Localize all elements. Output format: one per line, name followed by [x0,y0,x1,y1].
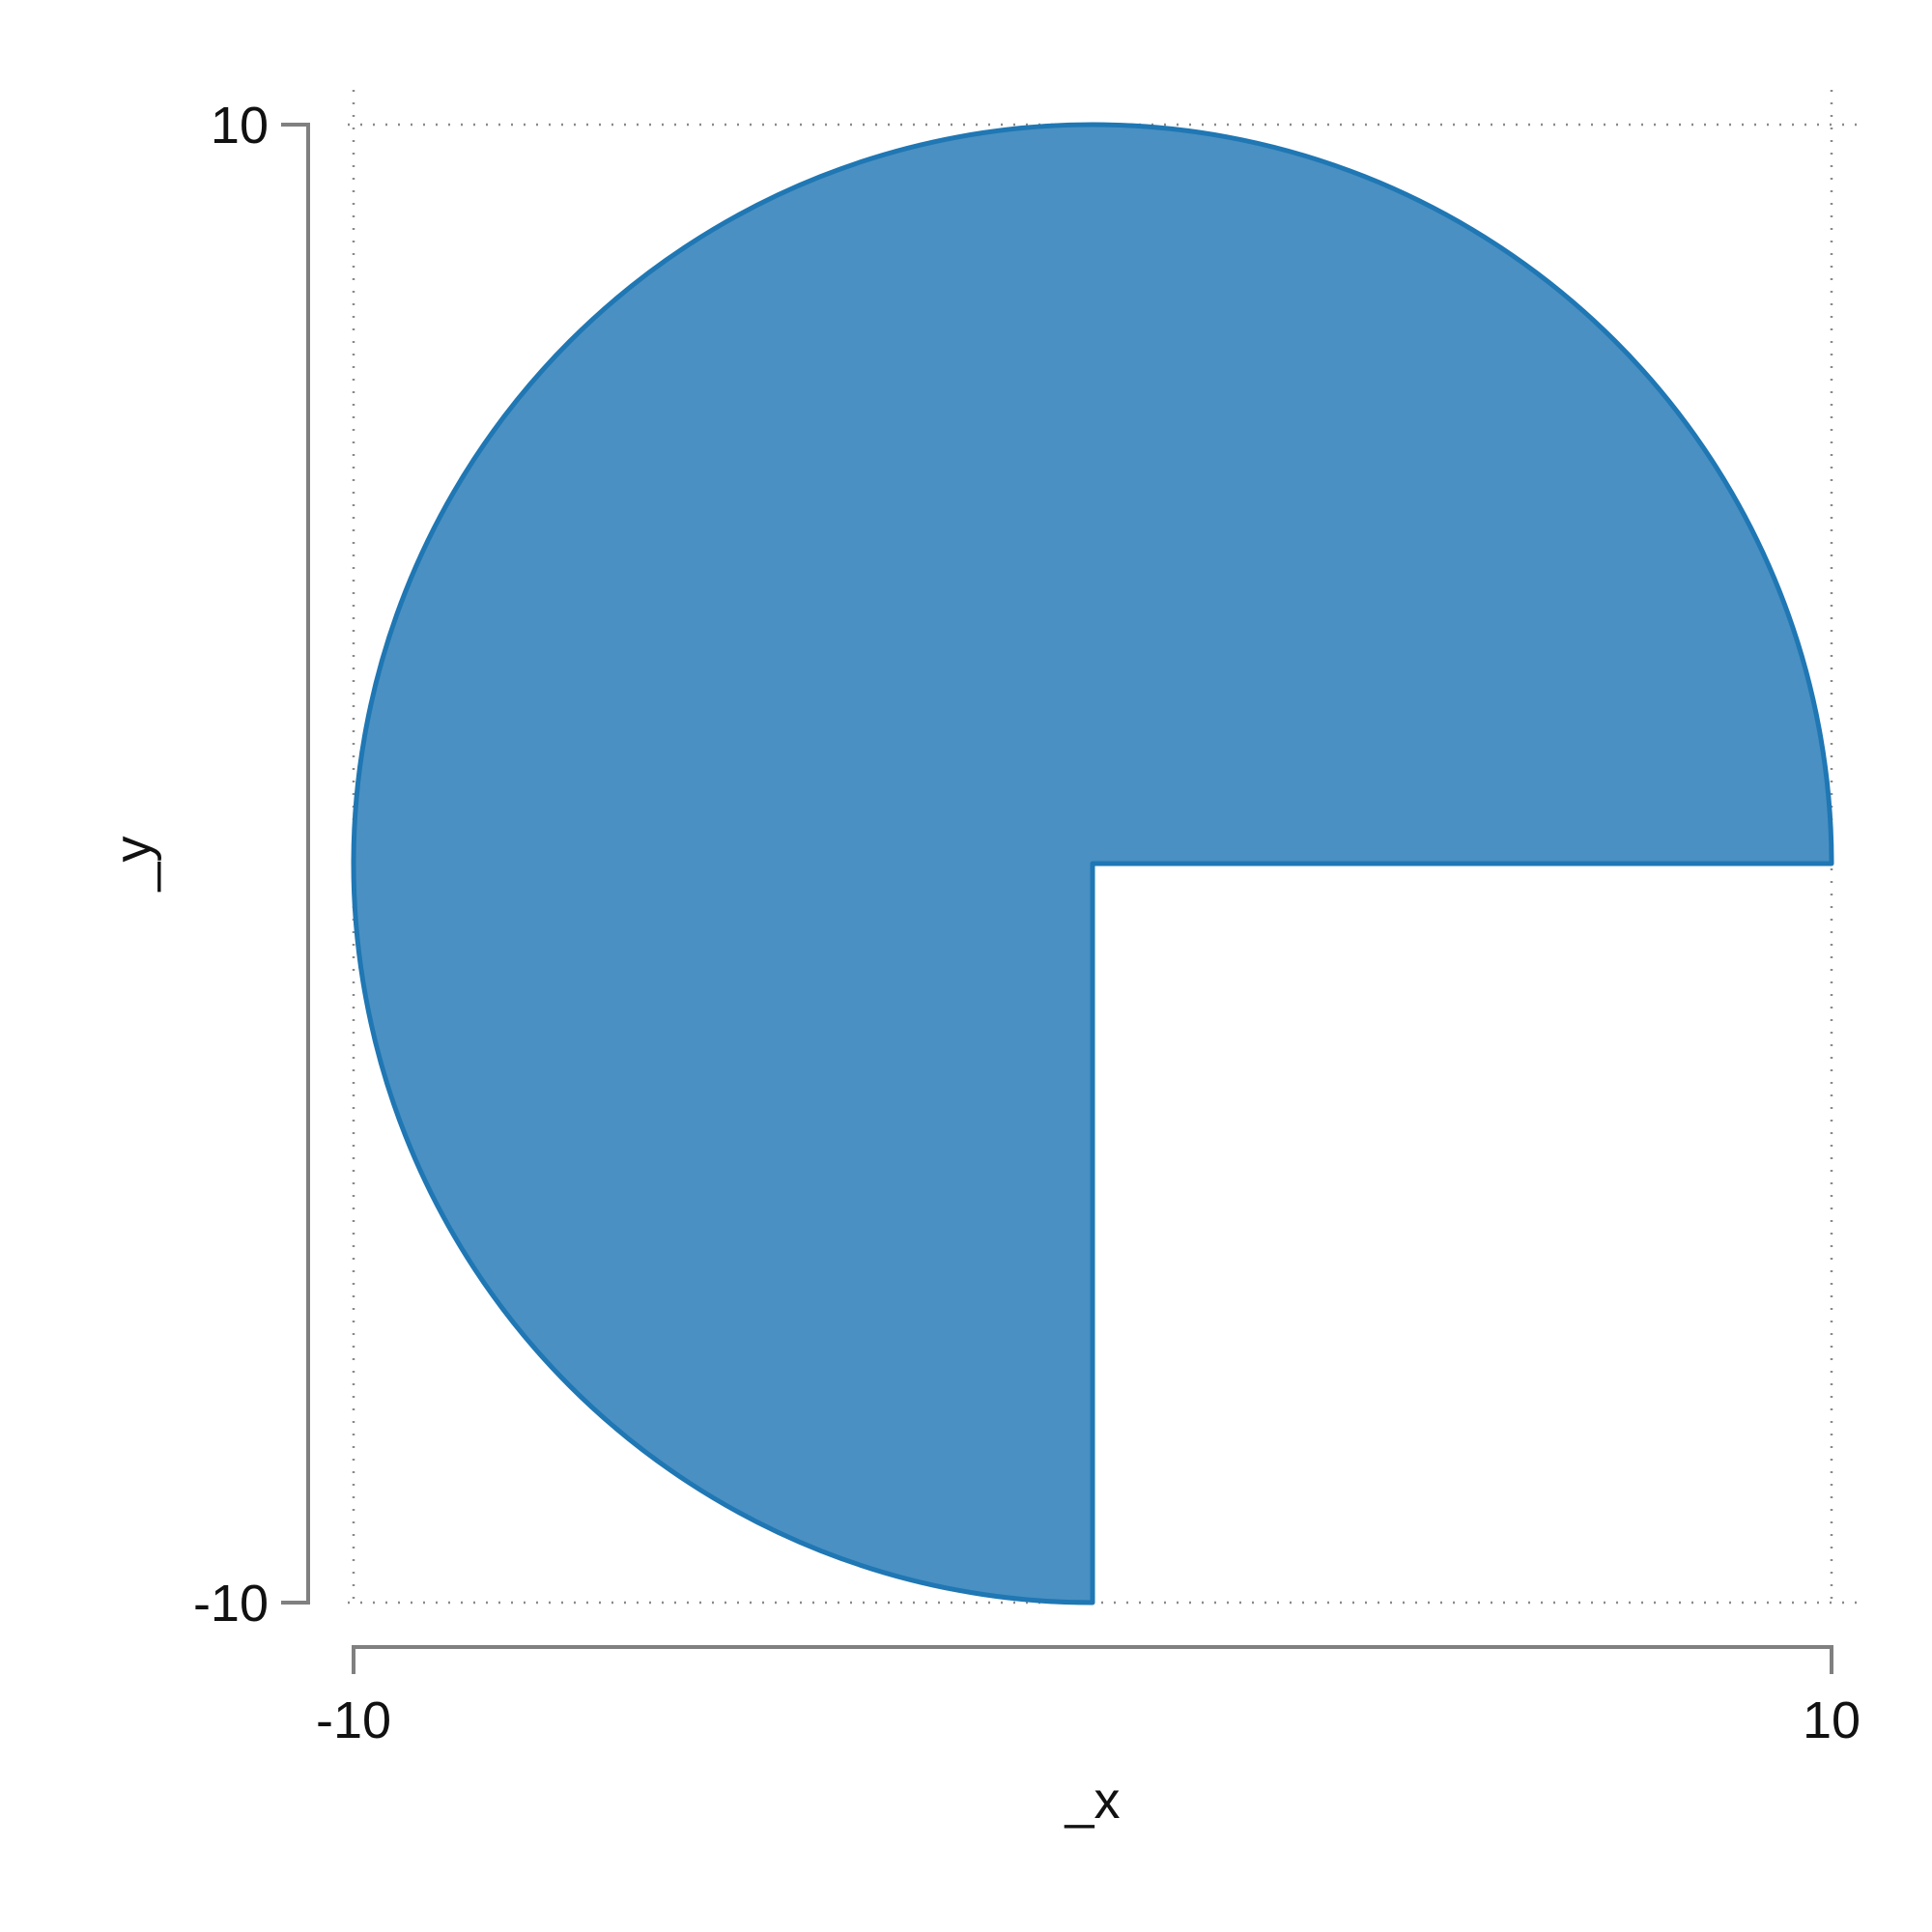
y-axis-line [281,123,310,1605]
x-tick-label: -10 [316,1691,391,1749]
x-axis [352,1645,1833,1674]
y-axis-title: _y [104,836,162,892]
y-tick-label: -10 [193,1575,269,1633]
data-sector [351,122,1834,1605]
x-axis-line [352,1645,1833,1674]
x-tick-label: 10 [1803,1691,1861,1749]
tick-labels: -10 10 -10 10 [193,97,1861,1749]
grid [348,90,1866,1608]
y-tick-label: 10 [211,97,269,155]
x-axis-title: _x [1064,1772,1120,1830]
y-axis [281,123,310,1605]
